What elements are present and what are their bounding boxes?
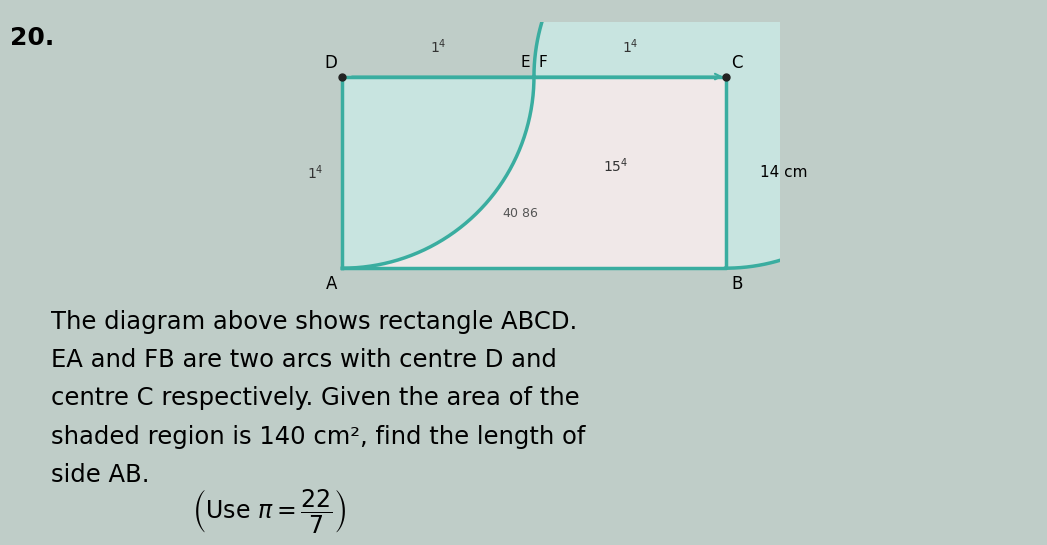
Text: C: C xyxy=(731,54,742,72)
Text: $1^4$: $1^4$ xyxy=(430,38,446,56)
Text: 20.: 20. xyxy=(10,26,54,50)
Text: A: A xyxy=(326,275,337,293)
Text: The diagram above shows rectangle ABCD.
EA and FB are two arcs with centre D and: The diagram above shows rectangle ABCD. … xyxy=(51,310,585,487)
Polygon shape xyxy=(342,76,726,268)
Polygon shape xyxy=(534,0,917,268)
Text: $15^4$: $15^4$ xyxy=(603,156,629,175)
Text: 14 cm: 14 cm xyxy=(760,165,807,180)
Text: F: F xyxy=(538,54,547,70)
Text: $1^4$: $1^4$ xyxy=(307,163,324,181)
Polygon shape xyxy=(342,76,534,268)
Text: $40\ 86$: $40\ 86$ xyxy=(502,207,539,220)
Text: $1^4$: $1^4$ xyxy=(622,38,638,56)
Text: E: E xyxy=(520,54,530,70)
Text: B: B xyxy=(731,275,742,293)
Text: $\left(\mathrm{Use}\ \pi = \dfrac{22}{7}\right)$: $\left(\mathrm{Use}\ \pi = \dfrac{22}{7}… xyxy=(192,487,347,535)
Text: D: D xyxy=(324,54,337,72)
